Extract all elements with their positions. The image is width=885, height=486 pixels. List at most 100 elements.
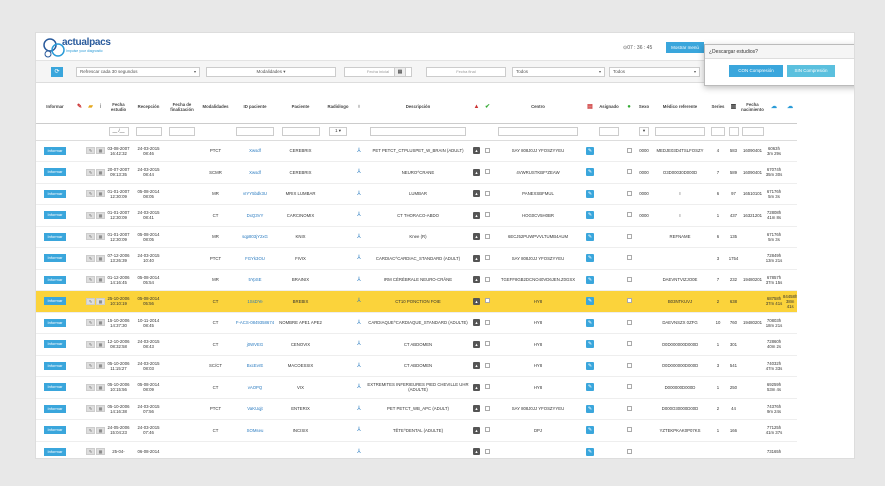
report-cell[interactable]: Informar: [36, 226, 74, 248]
folder-cell[interactable]: ▦: [96, 333, 105, 356]
folder-icon[interactable]: ▦: [96, 276, 105, 284]
column-header[interactable]: ID paciente: [232, 91, 278, 124]
alert-cell[interactable]: ▲: [471, 161, 482, 184]
status-checkbox[interactable]: [626, 427, 632, 433]
edit-report-icon[interactable]: ✎: [586, 168, 594, 177]
alert-icon[interactable]: ▲: [473, 254, 480, 262]
column-header[interactable]: Fecha de finalización: [165, 91, 199, 124]
edit-report-cell[interactable]: ✎: [583, 269, 597, 291]
alert-cell[interactable]: ▲: [471, 183, 482, 205]
alert-cell[interactable]: ▲: [471, 419, 482, 442]
radiologist-filter-select[interactable]: 1 ▾: [329, 127, 347, 136]
pencil-icon[interactable]: ✎: [74, 91, 85, 124]
edit-report-cell[interactable]: ✎: [583, 441, 597, 458]
report-icon[interactable]: ▤: [583, 91, 597, 124]
edit-cell[interactable]: ✎: [85, 376, 96, 399]
network-icon[interactable]: ⅄: [357, 341, 361, 348]
report-button[interactable]: Informar: [44, 146, 66, 155]
row-checkbox[interactable]: [485, 190, 490, 196]
edit-report-icon[interactable]: ✎: [586, 447, 594, 456]
calendar-icon[interactable]: ▦: [394, 67, 406, 77]
report-cell[interactable]: Informar: [36, 398, 74, 420]
check-cell[interactable]: [482, 140, 493, 162]
edit-cell[interactable]: ✎: [85, 290, 96, 313]
edit-icon[interactable]: ✎: [86, 233, 95, 241]
column-header[interactable]: Descripción: [365, 91, 471, 124]
report-cell[interactable]: Informar: [36, 419, 74, 442]
report-cell[interactable]: Informar: [36, 204, 74, 227]
status-cell[interactable]: [621, 140, 637, 162]
status-cell[interactable]: [621, 419, 637, 442]
table-row[interactable]: Informar ✎ ▦ 12-10-2006 08:32:58 24-03-2015 …: [36, 333, 798, 356]
edit-report-cell[interactable]: ✎: [583, 140, 597, 162]
network-cell[interactable]: ⅄: [353, 161, 365, 184]
table-row[interactable]: Informar ✎ ▦ 05-10-2006 11:15:27 24-03-2015 …: [36, 355, 798, 377]
alert-cell[interactable]: ▲: [471, 355, 482, 377]
edit-report-cell[interactable]: ✎: [583, 204, 597, 227]
network-icon[interactable]: ⅄: [357, 448, 361, 455]
status-cell[interactable]: [621, 355, 637, 377]
alert-cell[interactable]: ▲: [471, 398, 482, 420]
check-cell[interactable]: [482, 161, 493, 184]
column-header[interactable]: Series: [709, 91, 727, 124]
edit-icon[interactable]: ✎: [86, 340, 95, 348]
edit-report-cell[interactable]: ✎: [583, 247, 597, 270]
alert-icon[interactable]: ▲: [473, 276, 480, 284]
report-cell[interactable]: Informar: [36, 441, 74, 458]
alert-cell[interactable]: ▲: [471, 312, 482, 334]
edit-report-icon[interactable]: ✎: [586, 146, 594, 155]
folder-icon[interactable]: ▦: [96, 297, 105, 305]
edit-cell[interactable]: ✎: [85, 140, 96, 162]
table-row[interactable]: Informar ✎ ▦ 01-01-2007 12:30:09 05-08-2014 …: [36, 183, 798, 205]
column-header[interactable]: Paciente: [278, 91, 323, 124]
patient-id-cell[interactable]: FGYk3OU: [232, 247, 278, 270]
folder-cell[interactable]: ▦: [96, 204, 105, 227]
table-row[interactable]: Informar ✎ ▦ 25-04- 06-08-2014 ⅄ ▲ ✎ 73165h: [36, 441, 798, 458]
network-icon[interactable]: ⅄: [357, 298, 361, 305]
report-button[interactable]: Informar: [44, 168, 66, 177]
status-cell[interactable]: [621, 441, 637, 458]
edit-cell[interactable]: ✎: [85, 419, 96, 442]
start-date-input[interactable]: Fecha inicial: [344, 67, 412, 77]
alert-icon[interactable]: ▲: [473, 211, 480, 219]
column-header[interactable]: Modalidades: [199, 91, 232, 124]
report-cell[interactable]: Informar: [36, 140, 74, 162]
alert-cell[interactable]: ▲: [471, 204, 482, 227]
edit-icon[interactable]: ✎: [86, 190, 95, 198]
report-cell[interactable]: Informar: [36, 290, 74, 313]
report-cell[interactable]: Informar: [36, 312, 74, 334]
status-checkbox[interactable]: [626, 298, 632, 304]
network-icon[interactable]: ⅄: [357, 362, 361, 369]
network-cell[interactable]: ⅄: [353, 355, 365, 377]
edit-icon[interactable]: ✎: [86, 254, 95, 262]
network-cell[interactable]: ⅄: [353, 247, 365, 270]
network-icon[interactable]: ♁: [353, 91, 365, 124]
patient-id-cell[interactable]: Xwsdf: [232, 161, 278, 184]
network-cell[interactable]: ⅄: [353, 376, 365, 399]
alert-icon[interactable]: ▲: [473, 405, 480, 413]
folder-cell[interactable]: ▦: [96, 247, 105, 270]
report-cell[interactable]: Informar: [36, 183, 74, 205]
network-cell[interactable]: ⅄: [353, 140, 365, 162]
table-row[interactable]: Informar ✎ ▦ 15-10-2006 14:37:30 10-11-2014 …: [36, 312, 798, 334]
status-checkbox[interactable]: [626, 319, 632, 325]
alert-icon[interactable]: ▲: [473, 340, 480, 348]
table-row[interactable]: Informar ✎ ▦ 03-08-2007 16:42:32 24-03-2015 …: [36, 140, 798, 162]
edit-cell[interactable]: ✎: [85, 247, 96, 270]
status-checkbox[interactable]: [626, 276, 632, 282]
table-row[interactable]: Informar ✎ ▦ 01-01-2007 12:30:09 24-03-2015 …: [36, 204, 798, 227]
network-icon[interactable]: ⅄: [357, 276, 361, 283]
edit-icon[interactable]: ✎: [86, 383, 95, 391]
edit-icon[interactable]: ✎: [86, 211, 95, 219]
row-checkbox[interactable]: [485, 233, 490, 239]
cloud-upload-icon[interactable]: ☁: [765, 91, 783, 124]
network-icon[interactable]: ⅄: [357, 212, 361, 219]
folder-cell[interactable]: ▦: [96, 312, 105, 334]
report-button[interactable]: Informar: [44, 211, 66, 220]
row-checkbox[interactable]: [485, 169, 490, 175]
check-cell[interactable]: [482, 269, 493, 291]
folder-cell[interactable]: ▦: [96, 140, 105, 162]
report-cell[interactable]: Informar: [36, 355, 74, 377]
table-row[interactable]: Informar ✎ ▦ 20-07-2007 09:13:35 24-03-2015 …: [36, 161, 798, 184]
date-filter-input[interactable]: __ /__: [108, 127, 129, 136]
